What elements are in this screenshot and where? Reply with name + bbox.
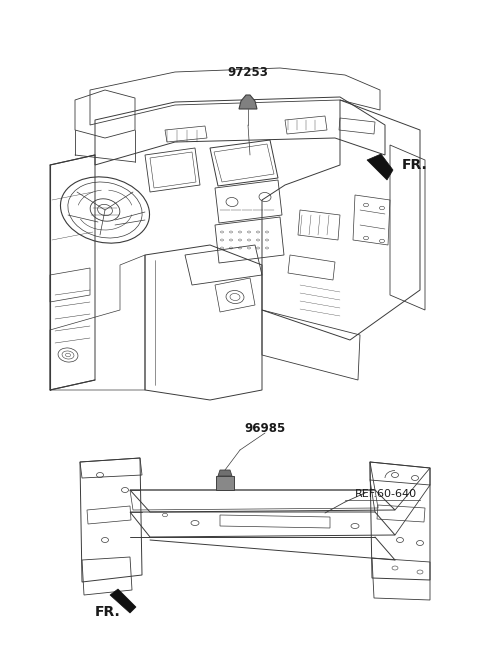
Polygon shape	[218, 470, 232, 476]
Text: FR.: FR.	[95, 605, 121, 619]
Text: 96985: 96985	[244, 422, 286, 434]
Polygon shape	[216, 476, 234, 490]
Text: 97253: 97253	[228, 66, 268, 79]
Text: REF.60-640: REF.60-640	[355, 489, 417, 499]
Polygon shape	[239, 95, 257, 109]
Polygon shape	[367, 154, 393, 180]
Polygon shape	[110, 589, 136, 613]
Text: FR.: FR.	[402, 158, 428, 172]
